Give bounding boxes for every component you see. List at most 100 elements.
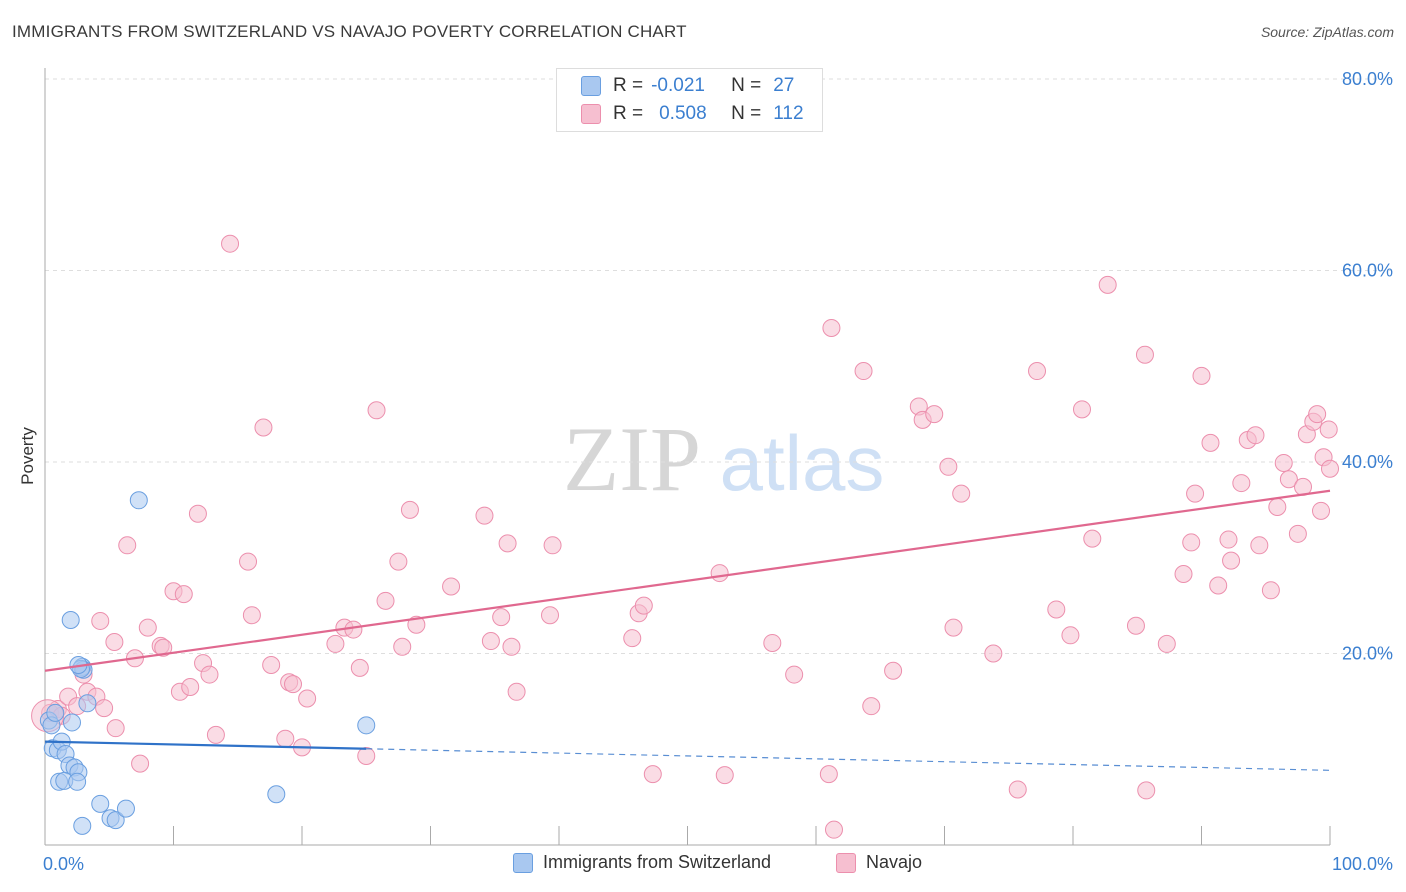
navajo-point (1321, 459, 1339, 478)
navajo-point (541, 606, 560, 625)
stats-n-label: N = (731, 75, 762, 96)
navajo-point (174, 585, 193, 604)
navajo-point (634, 596, 653, 615)
navajo-point (1098, 275, 1117, 294)
navajo-point (367, 401, 386, 420)
navajo-point (1126, 616, 1145, 635)
navajo-point (1319, 420, 1338, 439)
navajo-point (118, 536, 137, 555)
navajo-point (763, 633, 782, 652)
navajo-point (91, 611, 110, 630)
navajo-point (239, 552, 258, 571)
navajo-point (1157, 634, 1176, 653)
navajo-point (1174, 565, 1193, 584)
navajo-point (1312, 501, 1331, 520)
navajo-point (181, 678, 200, 697)
navajo-point (1250, 536, 1269, 555)
switzerland-point (91, 794, 110, 813)
switzerland-point (129, 491, 148, 510)
navajo-point (498, 534, 517, 553)
navajo-point (95, 699, 114, 718)
navajo-point (1232, 474, 1251, 493)
legend-item-navajo[interactable]: Navajo (836, 852, 922, 873)
navajo-point (1072, 400, 1091, 419)
navajo-point (1279, 470, 1298, 489)
navajo-point (1083, 529, 1102, 548)
navajo-point (984, 644, 1003, 663)
y-axis-label: Poverty (18, 427, 37, 485)
navajo-point (824, 820, 843, 839)
switzerland-point (357, 716, 376, 735)
y-tick-label: 80.0% (1342, 69, 1393, 89)
navajo-point (643, 765, 662, 784)
stats-swatch-blue (581, 76, 601, 96)
navajo-point (154, 638, 173, 657)
navajo-point (1268, 498, 1287, 517)
source-credit: Source: ZipAtlas.com (1260, 24, 1394, 40)
navajo-point (1261, 581, 1280, 600)
switzerland-point (61, 610, 80, 629)
navajo-point (357, 746, 376, 765)
navajo-point (206, 725, 225, 744)
navajo-point (1201, 433, 1220, 452)
navajo-point (1219, 530, 1238, 549)
stats-row-navajo: R = 0.508 N = 112 (581, 101, 804, 127)
navajo-point (400, 500, 419, 519)
navajo-point (710, 564, 729, 583)
navajo-point (1008, 780, 1027, 799)
navajo-point (1192, 366, 1211, 385)
navajo-point (106, 719, 125, 738)
stats-n-label: N = (731, 103, 762, 124)
navajo-point (715, 766, 734, 785)
navajo-point (1135, 345, 1154, 364)
navajo-point (188, 504, 207, 523)
navajo-point (131, 754, 150, 773)
stats-r-value: 0.508 (659, 103, 707, 124)
stats-r-value: -0.021 (651, 75, 705, 96)
watermark-zip: ZIP (563, 408, 701, 510)
navajo-point (105, 633, 124, 652)
navajo-point (925, 405, 944, 424)
navajo-point (276, 729, 295, 748)
legend-item-switzerland[interactable]: Immigrants from Switzerland (513, 852, 771, 873)
navajo-point (254, 418, 273, 437)
switzerland-point (46, 703, 65, 722)
stats-legend: R = -0.021 N = 27 R = 0.508 N = 112 (556, 68, 823, 132)
navajo-point (389, 552, 408, 571)
watermark-atlas: atlas (720, 419, 885, 507)
navajo-point (138, 618, 157, 637)
navajo-point (952, 484, 971, 503)
trend-lines (44, 489, 1331, 771)
x-tick-label: 100.0% (1332, 854, 1393, 874)
navajo-point (1028, 362, 1047, 381)
legend-label-switzerland: Immigrants from Switzerland (543, 852, 772, 872)
navajo-point (939, 457, 958, 476)
navajo-point (1061, 626, 1080, 645)
navajo-point (326, 634, 345, 653)
navajo-point (393, 637, 412, 656)
navajo-point (819, 765, 838, 784)
switzerland-point (106, 811, 125, 830)
navajo-point (350, 658, 369, 677)
navajo-point (1246, 426, 1265, 445)
navajo-point (1222, 551, 1241, 570)
navajo-point (1047, 600, 1066, 619)
navajo-point (623, 629, 642, 648)
navajo-point (376, 591, 395, 610)
y-tick-label: 40.0% (1342, 452, 1393, 472)
navajo-point (1186, 484, 1205, 503)
navajo-point (200, 665, 219, 684)
navajo-point (475, 506, 494, 525)
navajo-point (1288, 524, 1307, 543)
navajo-point (1308, 405, 1327, 424)
legend-swatch-blue (513, 852, 533, 873)
navajo-point (507, 682, 526, 701)
navajo-point (1274, 453, 1293, 472)
switzerland-point (78, 694, 97, 713)
switzerland-trend-solid (44, 740, 367, 750)
stats-n-value: 27 (773, 75, 795, 96)
navajo-point (502, 637, 521, 656)
switzerland-points (39, 491, 376, 835)
x-tick-label: 0.0% (43, 854, 84, 874)
